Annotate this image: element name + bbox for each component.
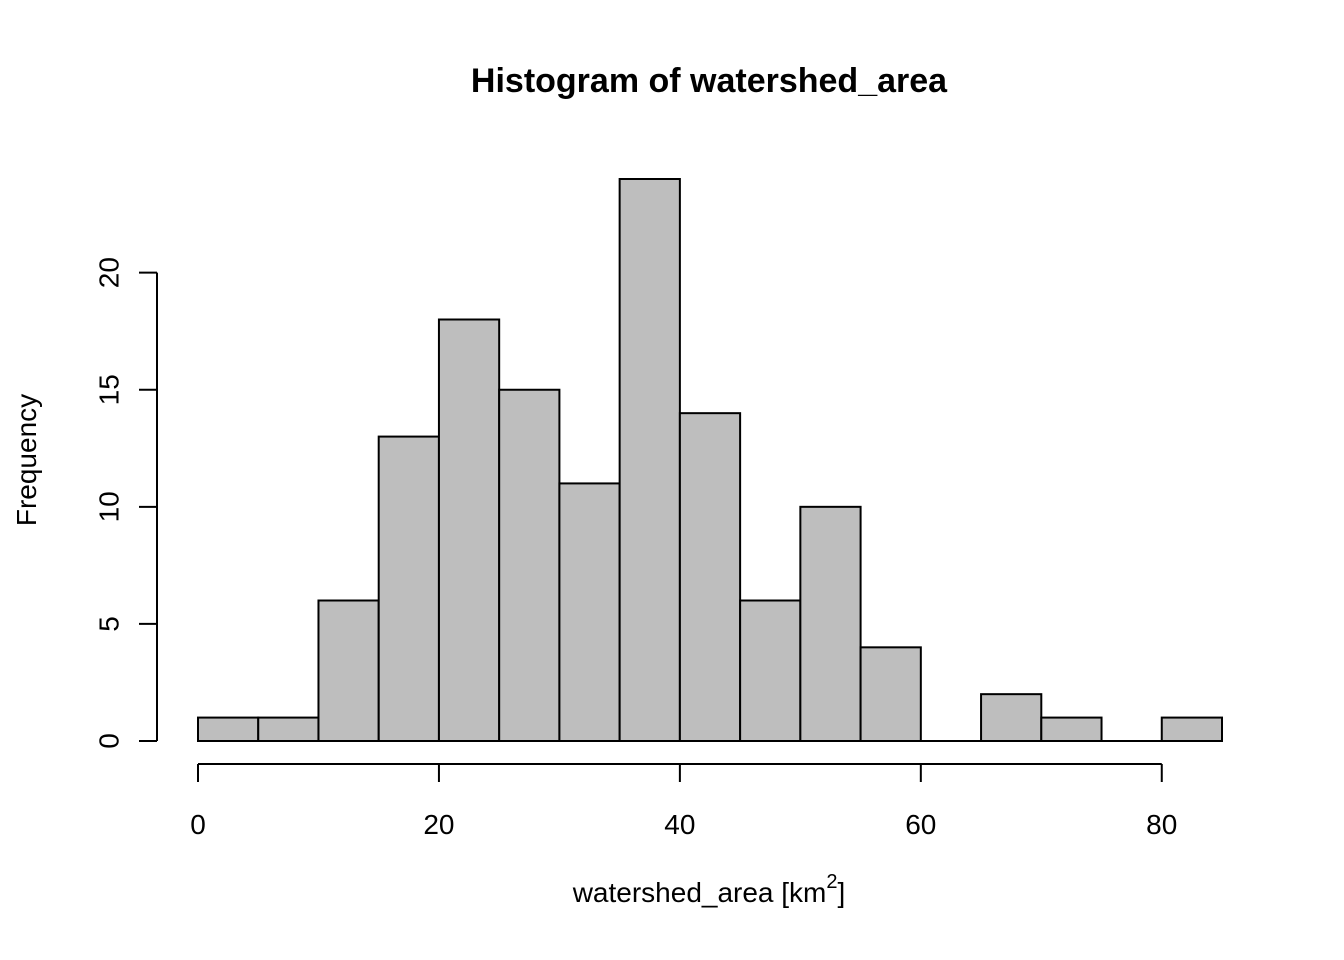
y-tick-label: 0 bbox=[93, 733, 124, 749]
x-tick-label: 80 bbox=[1146, 809, 1177, 840]
x-tick-label: 20 bbox=[423, 809, 454, 840]
histogram-bar bbox=[618, 178, 681, 742]
histogram-bar bbox=[377, 435, 440, 742]
x-axis-label-main: watershed_area [km bbox=[572, 877, 827, 908]
histogram-bars bbox=[197, 178, 1223, 743]
histogram-bar bbox=[257, 716, 320, 742]
histogram-bar bbox=[1040, 716, 1103, 742]
y-axis-label: Frequency bbox=[11, 394, 42, 526]
y-axis: 0 5 10 15 20 bbox=[93, 257, 158, 749]
histogram-bar bbox=[498, 388, 561, 742]
x-tick-label: 0 bbox=[190, 809, 206, 840]
histogram-bar bbox=[799, 505, 862, 743]
x-tick-label: 60 bbox=[905, 809, 936, 840]
histogram-bar bbox=[317, 599, 380, 742]
histogram-bar bbox=[558, 482, 621, 742]
histogram-bar bbox=[980, 693, 1043, 743]
x-axis: 0 20 40 60 80 bbox=[190, 763, 1177, 840]
x-tick-label: 40 bbox=[664, 809, 695, 840]
y-tick-label: 5 bbox=[93, 616, 124, 632]
histogram-bar bbox=[859, 646, 922, 742]
histogram-bar bbox=[1160, 716, 1223, 742]
x-axis-label: watershed_area [km2] bbox=[572, 871, 846, 908]
y-tick-label: 20 bbox=[93, 257, 124, 288]
histogram-bar bbox=[739, 599, 802, 742]
histogram-bar bbox=[678, 412, 742, 742]
x-axis-label-suffix: ] bbox=[838, 877, 846, 908]
histogram-bar bbox=[197, 716, 260, 742]
histogram-bar bbox=[437, 318, 501, 742]
y-tick-label: 10 bbox=[93, 491, 124, 522]
chart-title: Histogram of watershed_area bbox=[471, 62, 948, 100]
x-axis-label-superscript: 2 bbox=[826, 871, 837, 893]
y-tick-label: 15 bbox=[93, 374, 124, 405]
